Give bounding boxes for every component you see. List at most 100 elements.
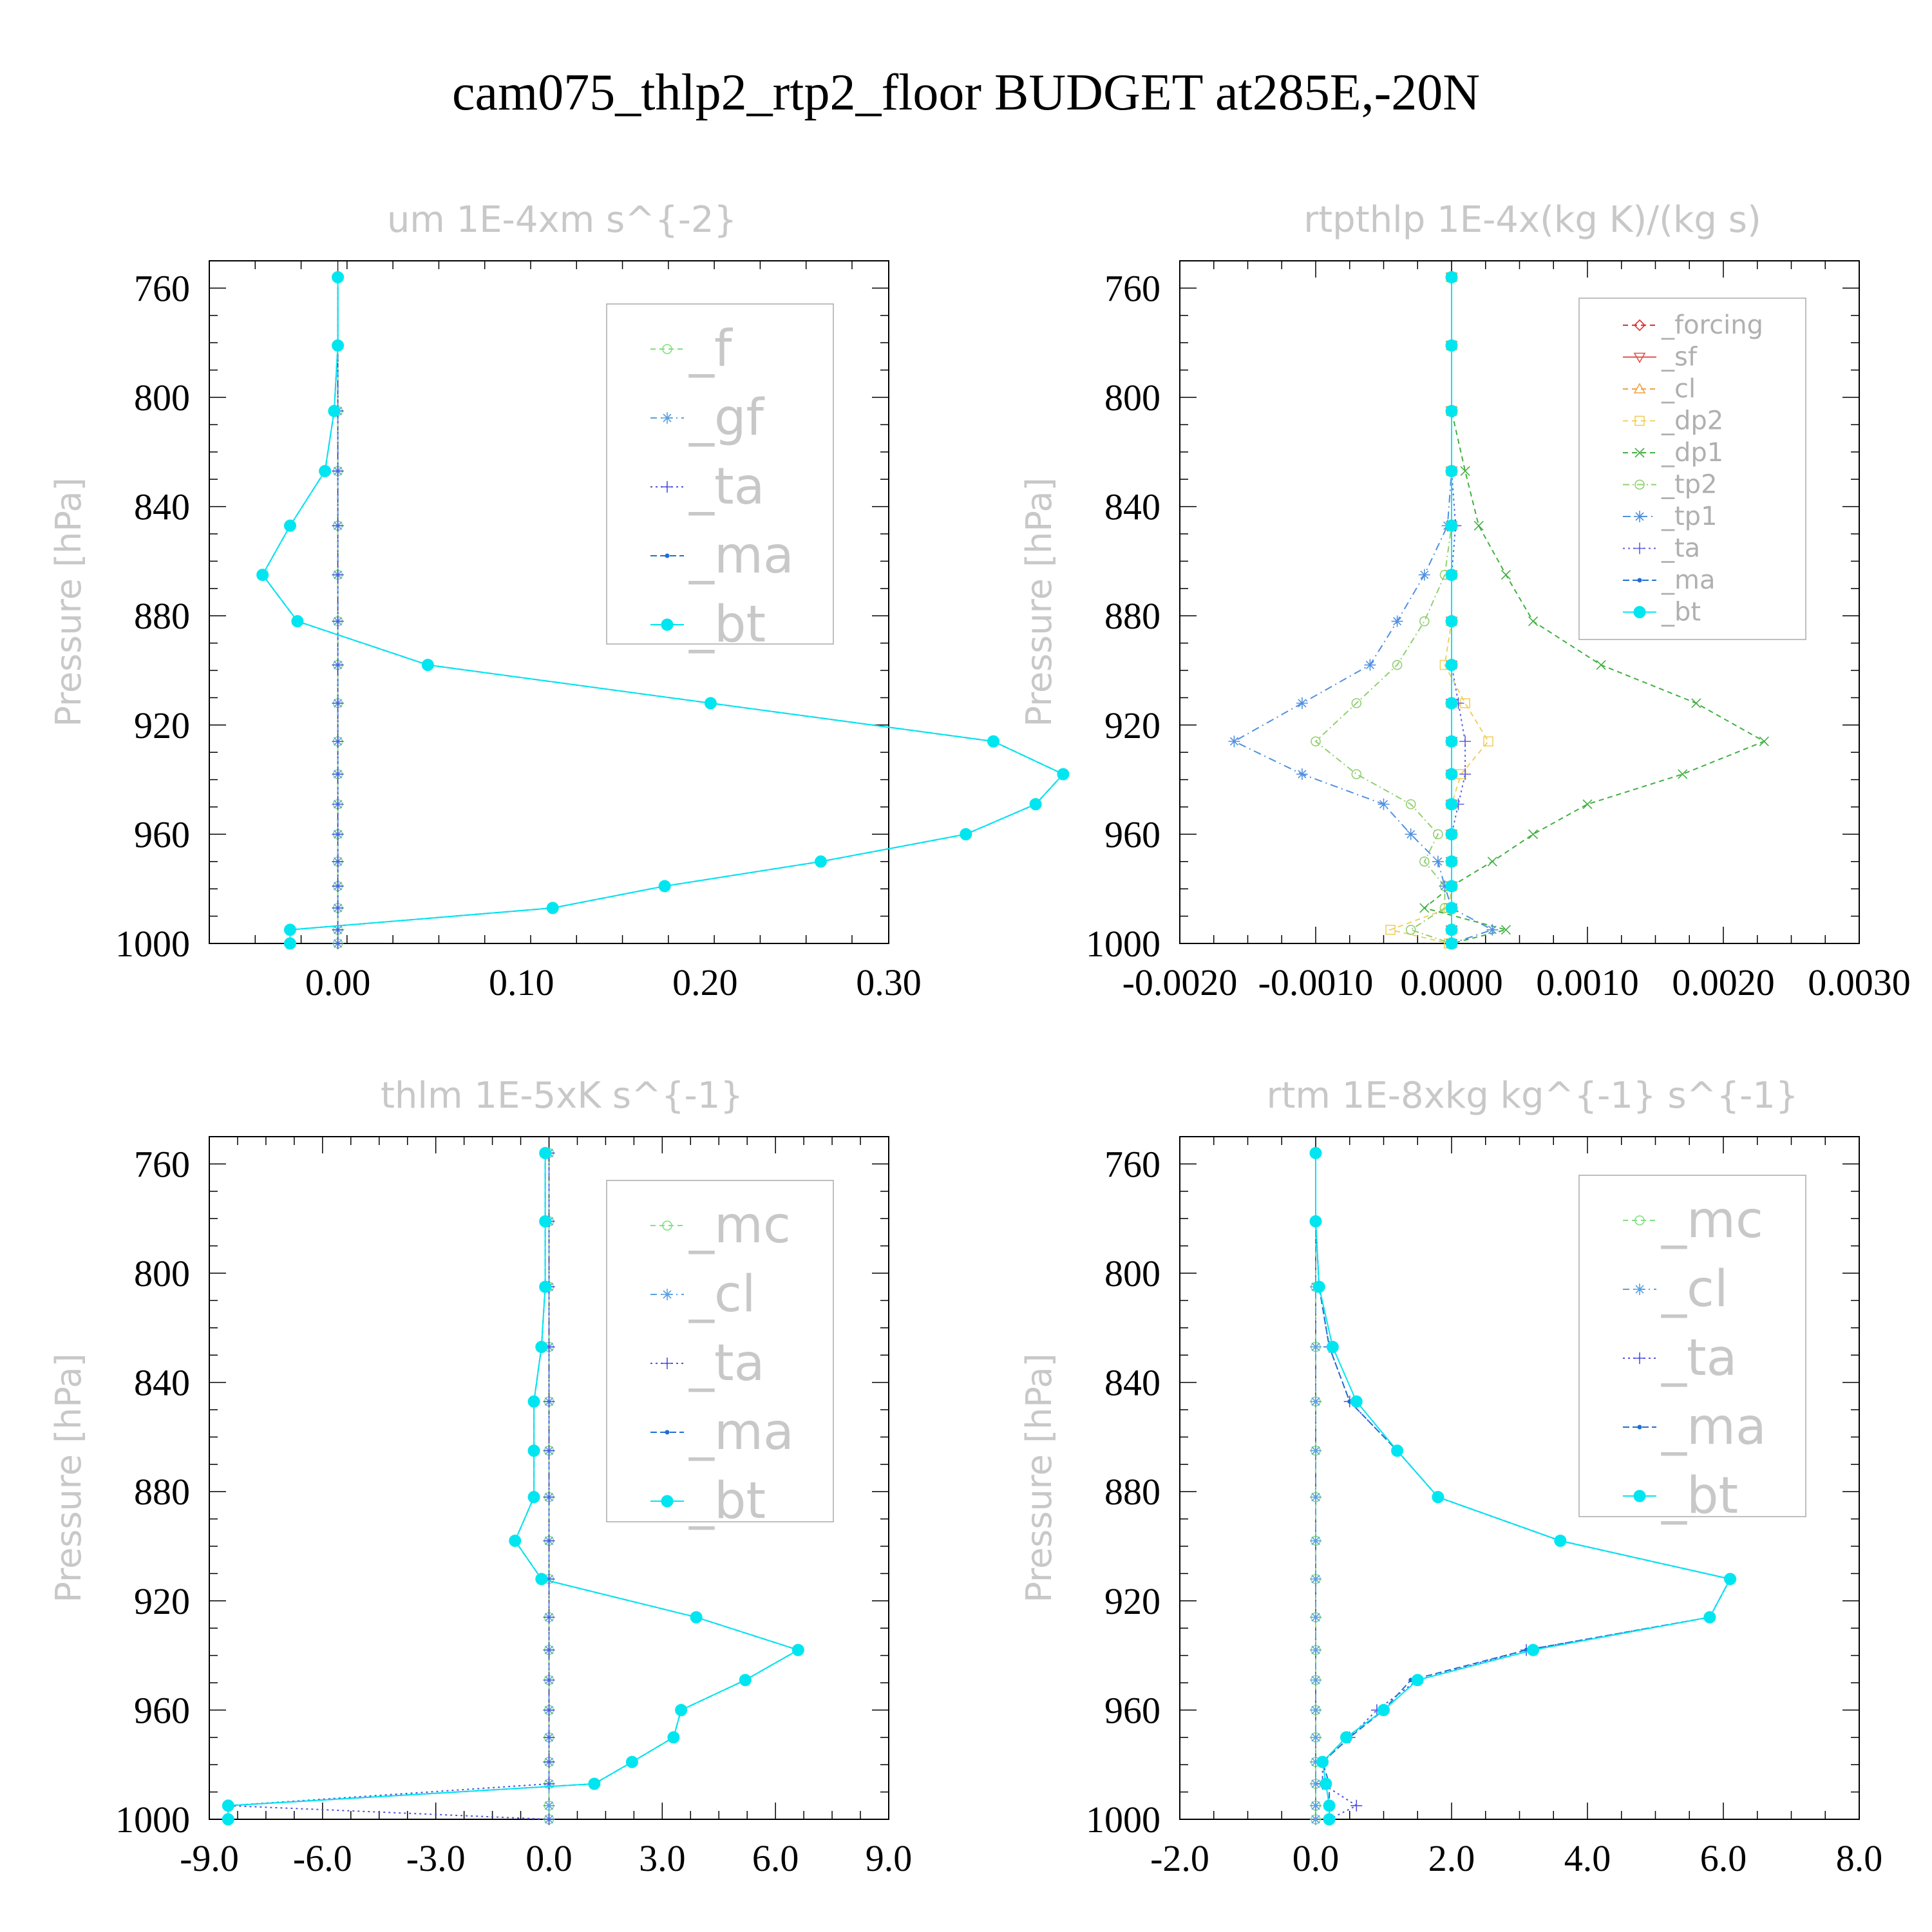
data-point [987,735,1000,748]
data-point [1419,857,1430,867]
plot-frame [209,260,889,944]
panel-title: thlm 1E-5xK s^{-1} [381,1075,743,1117]
data-point [319,464,332,477]
data-point [1391,1444,1404,1457]
data-point [1405,925,1416,935]
data-point [1296,768,1308,781]
data-point [1351,698,1362,708]
data-point [1419,616,1430,627]
data-point [658,880,671,893]
legend-marker [662,344,672,354]
y-tick-label: 960 [134,813,190,855]
series-tp2 [1311,272,1457,949]
data-point [332,768,344,781]
legend-marker [665,553,670,558]
data-point [1418,569,1430,581]
data-point [1439,880,1451,892]
data-point [332,798,344,810]
y-tick-label: 1000 [1086,1799,1160,1841]
series-line [1314,277,1452,944]
legend-label: _cl [1661,1260,1728,1318]
x-tick-label: 6.0 [752,1837,799,1879]
legend-label: _ta [1661,534,1700,564]
legend-label: _ma [688,527,794,585]
data-point [1326,1340,1339,1353]
panel-title: um 1E-4xm s^{-2} [387,199,737,241]
data-point [527,1444,540,1457]
data-point [1378,798,1390,810]
chart-panel-3: thlm 1E-5xK s^{-1} 760 800 840 880 920 960 1000… [48,1075,912,1879]
series-ta [1446,271,1472,949]
series-bt [1445,270,1458,950]
y-tick-label: 880 [134,1471,190,1513]
data-point [1411,1674,1424,1687]
data-point [328,404,341,417]
data-point [1029,798,1042,811]
data-point [256,569,269,582]
data-point [535,1573,548,1586]
data-point [1460,466,1470,477]
y-tick-label: 760 [134,267,190,309]
data-point [1310,1444,1321,1457]
y-tick-label: 1000 [1086,923,1160,965]
data-point [283,937,296,950]
y-tick-label: 880 [1104,595,1160,637]
data-point [1364,659,1376,671]
x-tick-label: 4.0 [1564,1837,1611,1879]
series-line [261,277,1065,943]
data-point [1445,615,1458,628]
legend-label: _mc [688,1197,791,1255]
data-point [222,1813,234,1826]
x-tick-label: 0.00 [305,961,371,1003]
data-point [509,1535,522,1548]
data-point [960,828,972,840]
data-point [1433,829,1443,840]
legend-box [1578,298,1806,640]
legend-label: _bt [688,1472,766,1530]
data-point [1501,570,1511,580]
legend-marker [661,618,674,631]
data-point [1445,923,1458,936]
y-tick-label: 840 [134,486,190,528]
data-point [543,1704,555,1716]
data-point [1445,902,1458,914]
data-point [1311,736,1321,747]
legend-label: _ma [1661,565,1715,595]
x-tick-label: -0.0010 [1258,961,1374,1003]
y-tick-label: 760 [1104,1143,1160,1185]
legend-label: _ta [688,458,764,516]
data-point [1445,464,1458,477]
panels-group: um 1E-4xm s^{-2} 760 800 840 880 920 960 1000 0.… [48,199,1911,1879]
x-tick-label: -9.0 [180,1837,239,1879]
x-tick-label: 8.0 [1836,1837,1883,1879]
data-point [543,1777,555,1790]
x-tick-label: -3.0 [406,1837,466,1879]
series-bt [256,270,1070,950]
data-point [1445,519,1458,532]
data-point [739,1674,752,1687]
legend-marker [1634,1352,1645,1364]
data-point [667,1731,680,1744]
data-point [543,1731,555,1743]
legend: _f _gf _ta _ma _bt [606,303,834,654]
data-point [1351,769,1362,779]
series-cl [1310,1147,1321,1825]
data-point [1323,1799,1336,1812]
legend-label: _ta [688,1334,764,1392]
data-point [1310,1396,1321,1408]
data-point [1759,736,1769,746]
legend-marker [1634,511,1645,522]
data-point [1445,270,1458,283]
data-point [332,465,344,477]
data-point [1340,1731,1352,1744]
panel-title: rtm 1E-8xkg kg^{-1} s^{-1} [1266,1075,1798,1117]
data-point [588,1777,601,1790]
legend-marker [1634,542,1645,554]
series-line [1451,277,1466,943]
y-tick-label: 960 [134,1689,190,1731]
legend-label: _ma [1661,1398,1766,1456]
data-point [1554,1535,1567,1548]
data-point [1486,923,1499,936]
data-point [1445,855,1458,868]
legend-marker [661,1289,673,1300]
